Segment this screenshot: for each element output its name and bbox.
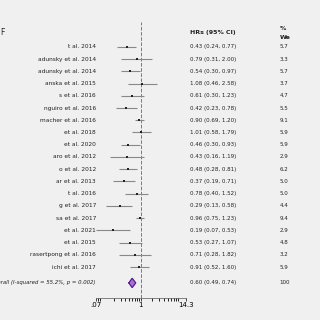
Text: 5.7: 5.7 [279,69,288,74]
Text: 0.46 (0.30, 0.93): 0.46 (0.30, 0.93) [190,142,236,147]
Text: ar et al. 2013: ar et al. 2013 [56,179,96,184]
Text: 0.61 (0.30, 1.23): 0.61 (0.30, 1.23) [190,93,236,98]
Text: 4.8: 4.8 [279,240,288,245]
Text: 0.60 (0.49, 0.74): 0.60 (0.49, 0.74) [190,280,236,285]
Text: t al. 2016: t al. 2016 [68,191,96,196]
Text: t al. 2014: t al. 2014 [68,44,96,49]
Text: 0.79 (0.31, 2.00): 0.79 (0.31, 2.00) [190,57,236,61]
Text: 0.42 (0.23, 0.78): 0.42 (0.23, 0.78) [190,106,236,110]
Text: 5.9: 5.9 [279,130,288,135]
Text: adunsky et al. 2014: adunsky et al. 2014 [38,57,96,61]
Text: 5.7: 5.7 [279,44,288,49]
Text: 0.19 (0.07, 0.53): 0.19 (0.07, 0.53) [190,228,236,233]
Text: 9.4: 9.4 [279,216,288,220]
Text: 6.2: 6.2 [279,167,288,172]
Text: 2.9: 2.9 [279,155,288,159]
Text: 1.08 (0.46, 2.58): 1.08 (0.46, 2.58) [190,81,236,86]
Text: et al. 2015: et al. 2015 [64,240,96,245]
Text: 5.0: 5.0 [279,179,288,184]
Text: 0.43 (0.24, 0.77): 0.43 (0.24, 0.77) [190,44,236,49]
Text: 9.1: 9.1 [279,118,288,123]
Text: 0.43 (0.16, 1.19): 0.43 (0.16, 1.19) [190,155,236,159]
Text: 3.2: 3.2 [279,252,288,257]
Text: 0.90 (0.69, 1.20): 0.90 (0.69, 1.20) [190,118,236,123]
Text: %: % [279,26,286,31]
Text: et al. 2021: et al. 2021 [64,228,96,233]
Text: 0.78 (0.40, 1.52): 0.78 (0.40, 1.52) [190,191,236,196]
Text: 5.5: 5.5 [279,106,288,110]
Text: et al. 2018: et al. 2018 [64,130,96,135]
Text: aro et al. 2012: aro et al. 2012 [53,155,96,159]
Text: sa et al. 2017: sa et al. 2017 [56,216,96,220]
Text: F: F [0,28,4,37]
Text: 0.54 (0.30, 0.97): 0.54 (0.30, 0.97) [190,69,236,74]
Text: rasertpong et al. 2016: rasertpong et al. 2016 [30,252,96,257]
Text: 0.37 (0.19, 0.71): 0.37 (0.19, 0.71) [190,179,236,184]
Text: et al. 2020: et al. 2020 [64,142,96,147]
Text: anska et al. 2015: anska et al. 2015 [45,81,96,86]
Text: 0.29 (0.13, 0.58): 0.29 (0.13, 0.58) [190,204,236,208]
Text: 3.7: 3.7 [279,81,288,86]
Text: s et al. 2016: s et al. 2016 [60,93,96,98]
Text: g et al. 2017: g et al. 2017 [59,204,96,208]
Text: 4.4: 4.4 [279,204,288,208]
Text: HRs (95% CI): HRs (95% CI) [190,30,236,35]
Text: We: We [279,35,290,40]
Text: 5.9: 5.9 [279,142,288,147]
Text: 0.91 (0.52, 1.60): 0.91 (0.52, 1.60) [190,265,236,269]
Text: 100: 100 [279,280,290,285]
Text: nguiro et al. 2016: nguiro et al. 2016 [44,106,96,110]
Text: 0.71 (0.28, 1.82): 0.71 (0.28, 1.82) [190,252,236,257]
Text: 3.3: 3.3 [279,57,288,61]
Text: macher et al. 2016: macher et al. 2016 [40,118,96,123]
Text: adunsky et al. 2014: adunsky et al. 2014 [38,69,96,74]
Text: 4.7: 4.7 [279,93,288,98]
Text: 0.96 (0.75, 1.23): 0.96 (0.75, 1.23) [190,216,236,220]
Text: 0.48 (0.28, 0.81): 0.48 (0.28, 0.81) [190,167,236,172]
Text: o et al. 2012: o et al. 2012 [59,167,96,172]
Text: 2.9: 2.9 [279,228,288,233]
Text: 0.53 (0.27, 1.07): 0.53 (0.27, 1.07) [190,240,236,245]
Text: 1.01 (0.58, 1.79): 1.01 (0.58, 1.79) [190,130,236,135]
Text: ichi et al. 2017: ichi et al. 2017 [52,265,96,269]
Text: 5.0: 5.0 [279,191,288,196]
Polygon shape [129,278,136,288]
Text: Overall (I-squared = 55.2%, p = 0.002): Overall (I-squared = 55.2%, p = 0.002) [0,280,96,285]
Text: 5.9: 5.9 [279,265,288,269]
